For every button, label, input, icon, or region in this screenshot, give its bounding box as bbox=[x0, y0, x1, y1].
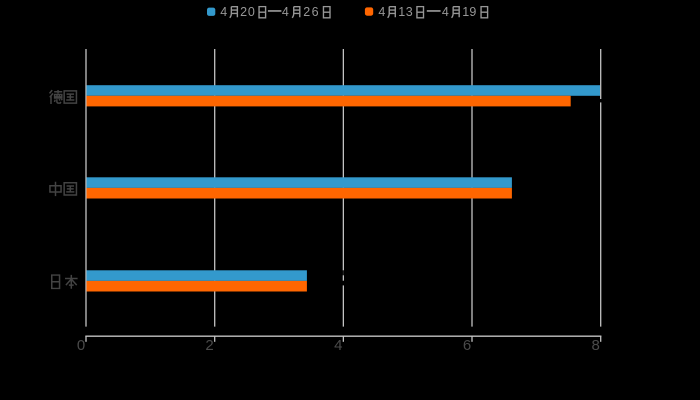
svg-text:4: 4 bbox=[442, 5, 449, 19]
svg-text:2: 2 bbox=[240, 5, 247, 19]
svg-text:4: 4 bbox=[282, 5, 289, 19]
svg-text:6: 6 bbox=[463, 337, 471, 354]
svg-text:6: 6 bbox=[312, 5, 319, 19]
svg-text:4: 4 bbox=[334, 337, 342, 354]
svg-text:3: 3 bbox=[406, 5, 413, 19]
svg-text:4: 4 bbox=[378, 5, 385, 19]
svg-text:2: 2 bbox=[303, 5, 310, 19]
svg-text:9: 9 bbox=[469, 5, 476, 19]
svg-text:1: 1 bbox=[398, 5, 405, 19]
svg-text:4: 4 bbox=[220, 5, 227, 19]
svg-text:2: 2 bbox=[205, 337, 213, 354]
svg-text:8: 8 bbox=[592, 337, 600, 354]
svg-text:1: 1 bbox=[462, 5, 469, 19]
svg-text:0: 0 bbox=[248, 5, 255, 19]
svg-text:0: 0 bbox=[77, 337, 85, 354]
